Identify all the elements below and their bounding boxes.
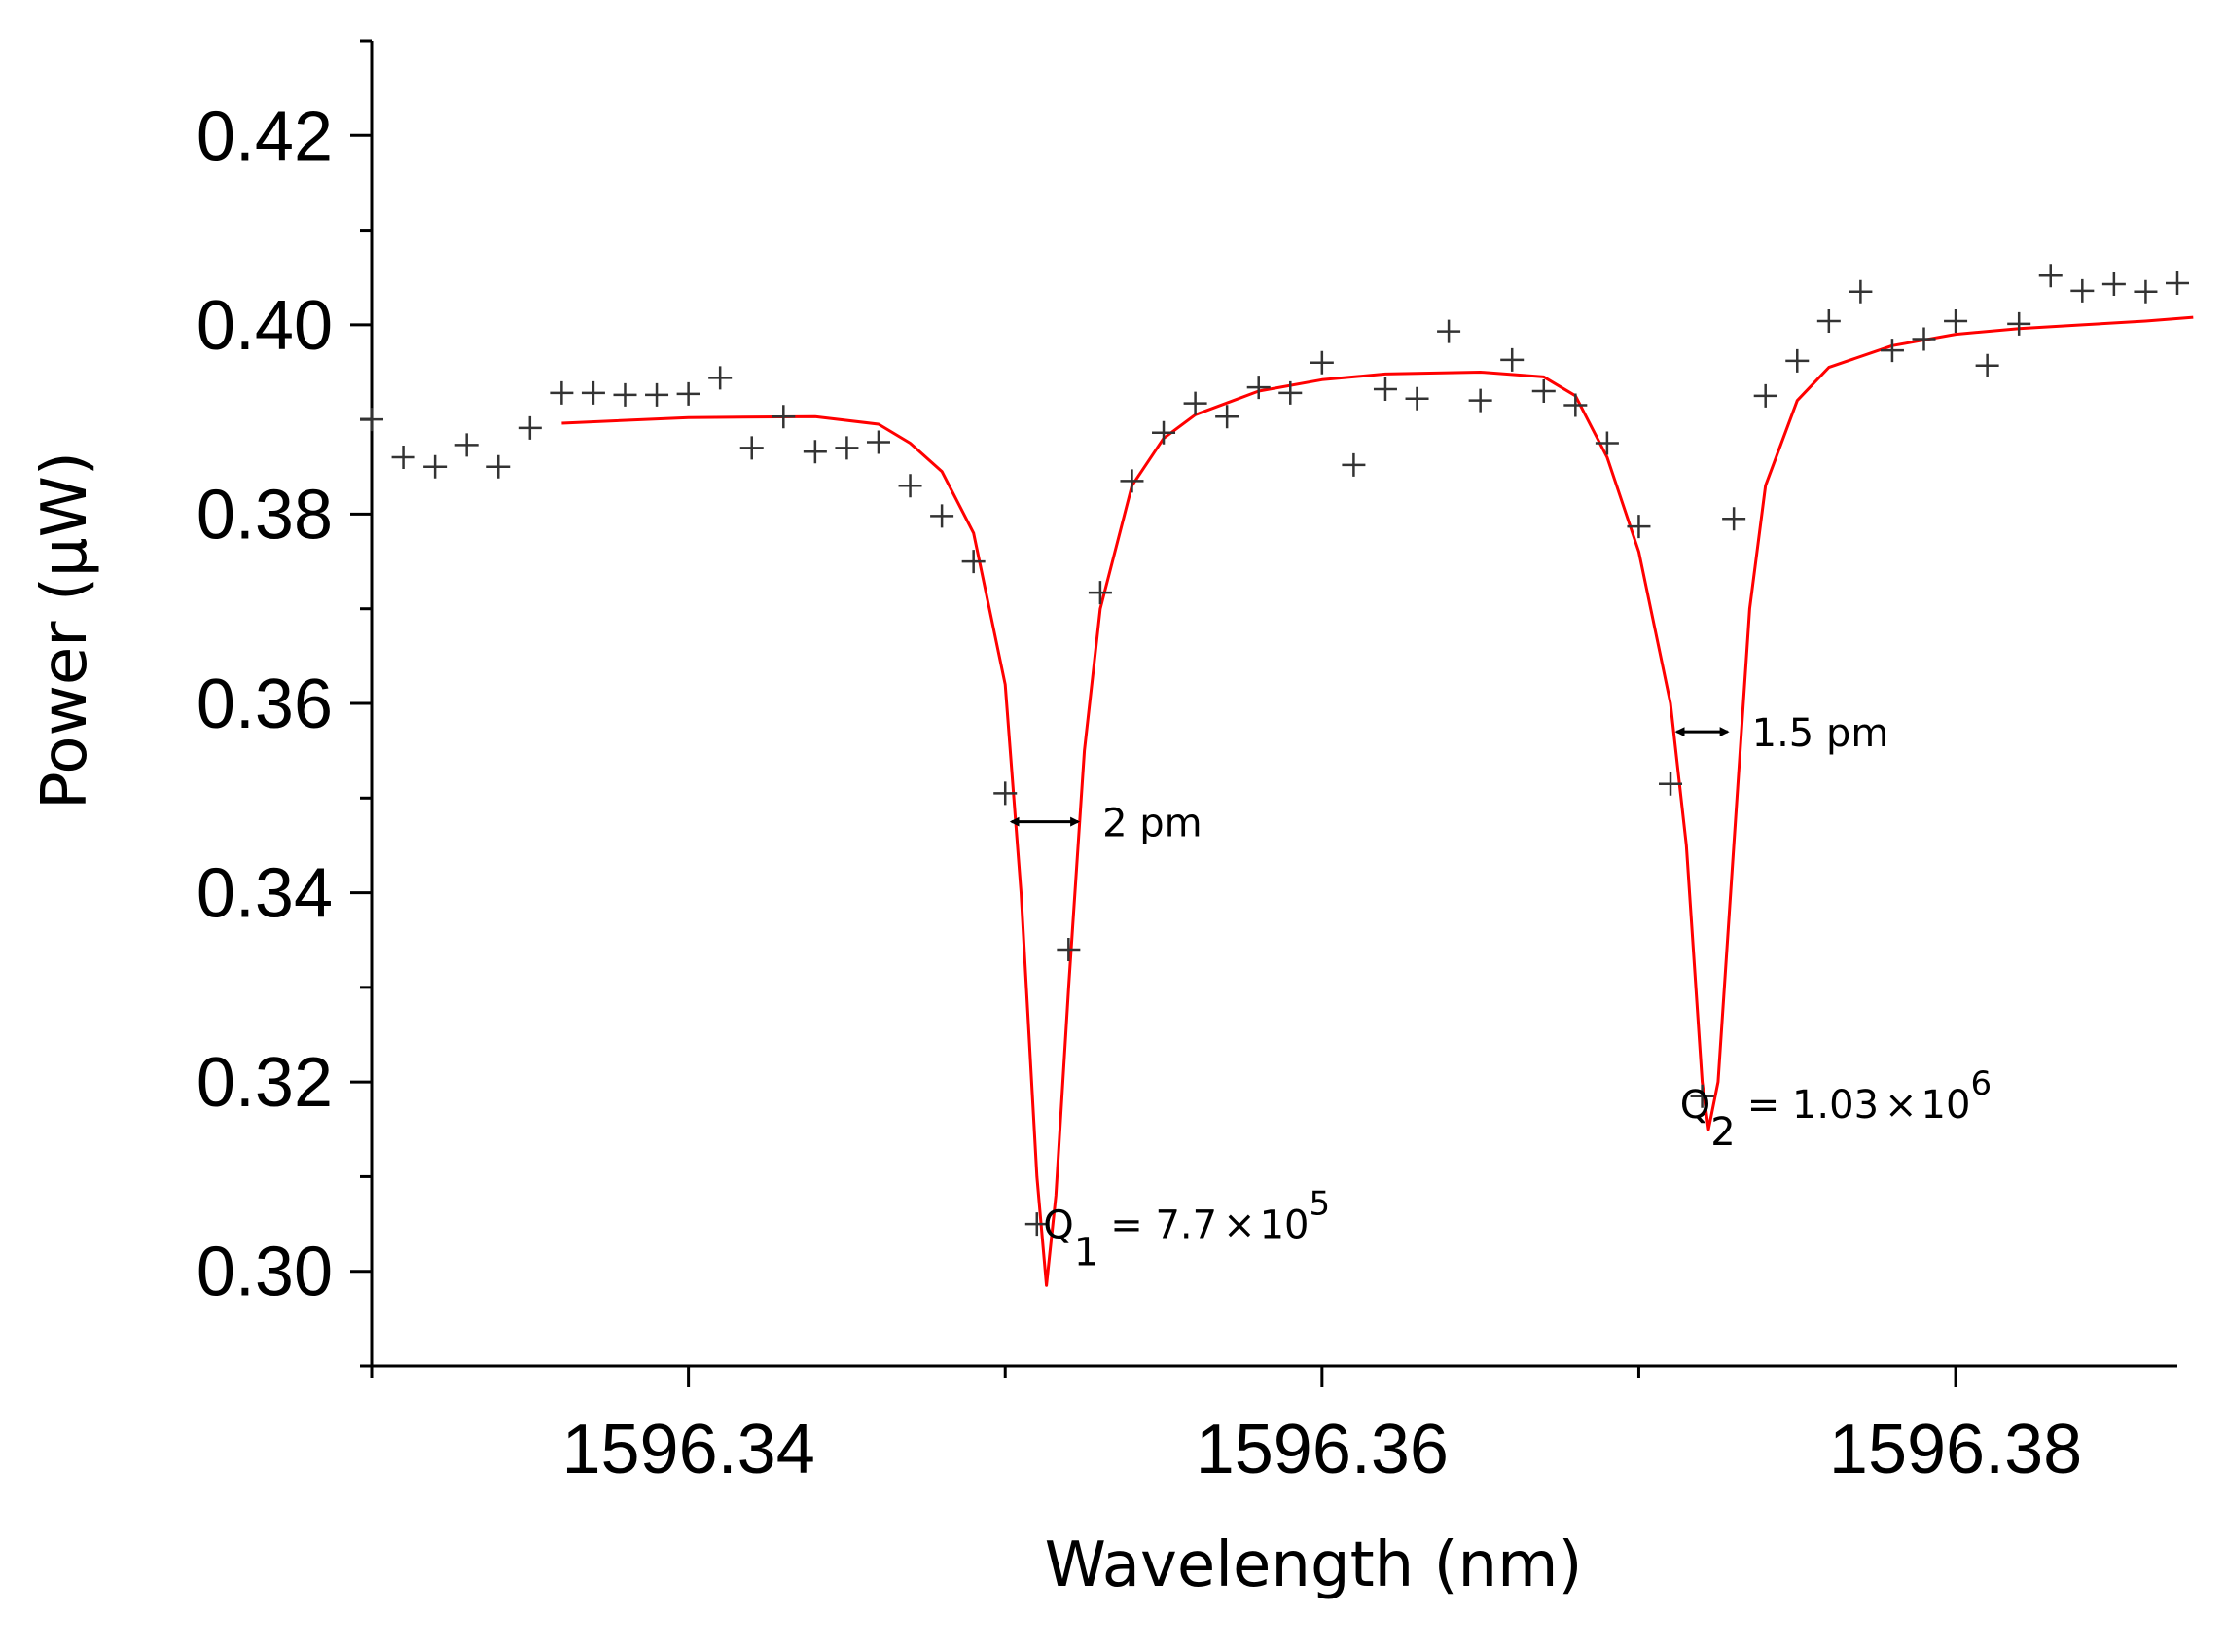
data-point	[739, 436, 764, 460]
y-tick-label: 0.38	[197, 476, 333, 554]
q-subscript: 1	[1074, 1231, 1098, 1275]
data-point	[1468, 388, 1492, 413]
data-point	[1120, 469, 1144, 493]
x-tick-label: 1596.38	[1829, 1411, 2082, 1489]
linewidth-label: 2 pm	[1102, 802, 1203, 846]
data-point	[645, 382, 669, 407]
data-point	[2166, 271, 2189, 296]
y-axis-title: Power (μW)	[29, 451, 101, 809]
data-point	[2038, 264, 2063, 288]
data-point	[1278, 380, 1303, 405]
data-point	[1215, 405, 1239, 429]
axes	[370, 41, 2177, 1368]
q-exponent: 6	[1970, 1064, 1992, 1103]
data-point	[486, 454, 511, 479]
data-point	[1690, 1084, 1714, 1108]
y-tick-label: 0.32	[197, 1044, 333, 1122]
data-point	[1595, 431, 1619, 455]
q-factor-label: Q2 = 1.03 × 106	[1680, 1064, 1992, 1155]
data-point	[1816, 308, 1841, 333]
data-point	[454, 433, 479, 457]
q-base: 10	[1921, 1083, 1971, 1128]
data-point	[1405, 386, 1429, 411]
data-point	[1849, 279, 1873, 304]
q-base: 10	[1260, 1203, 1310, 1248]
x-tick-label: 1596.36	[1196, 1411, 1449, 1489]
fit-curve	[561, 315, 2194, 1287]
data-point	[1437, 319, 1461, 343]
data-point	[423, 454, 448, 479]
data-point	[1975, 353, 1999, 377]
y-tick-label: 0.34	[197, 855, 333, 933]
data-point	[613, 382, 637, 407]
data-point	[1722, 507, 1746, 531]
data-point	[1753, 383, 1777, 408]
data-point	[550, 380, 574, 405]
data-point	[803, 440, 827, 464]
axis-ticks: 0.30 0.32 0.34 0.36 0.38 0.40 0.42 1596.34 1596.…	[197, 39, 2082, 1489]
q-factor-label: Q1 = 7.7 × 105	[1043, 1185, 1330, 1275]
data-point	[1912, 327, 1936, 351]
q-mantissa: = 7.7	[1110, 1203, 1217, 1248]
data-point	[1563, 393, 1588, 417]
data-point	[1880, 339, 1904, 363]
data-point	[1183, 391, 1207, 415]
data-point	[1152, 420, 1176, 445]
linewidth-label: 1.5 pm	[1752, 711, 1889, 756]
data-point	[1373, 377, 1397, 402]
data-point	[898, 474, 922, 498]
q-symbol: Q	[1043, 1203, 1073, 1248]
data-point	[2101, 272, 2126, 297]
data-point	[2007, 311, 2031, 336]
data-point	[1342, 452, 1366, 477]
data-point	[993, 781, 1018, 806]
q-times-symbol: ×	[1223, 1203, 1256, 1248]
data-point	[835, 436, 859, 460]
data-point	[1500, 347, 1525, 372]
data-point	[2134, 279, 2158, 304]
data-point	[676, 381, 700, 406]
data-point	[581, 380, 605, 405]
data-point	[772, 405, 796, 429]
x-tick-label: 1596.34	[561, 1411, 814, 1489]
data-point	[961, 550, 986, 574]
data-point	[360, 408, 383, 432]
data-point	[1057, 937, 1081, 961]
data-point	[930, 504, 954, 528]
q-symbol: Q	[1680, 1083, 1710, 1128]
data-point	[1659, 772, 1683, 796]
data-points	[360, 264, 2189, 1237]
fit-curve-layer	[561, 315, 2194, 1287]
y-tick-label: 0.40	[197, 287, 333, 365]
data-point	[1310, 350, 1334, 375]
q-times-symbol: ×	[1885, 1083, 1918, 1128]
data-point	[1531, 378, 1556, 403]
data-point	[2070, 278, 2095, 303]
y-tick-label: 0.30	[197, 1234, 333, 1311]
y-tick-label: 0.42	[197, 97, 333, 175]
data-point	[1944, 308, 1968, 333]
data-point	[1088, 581, 1112, 605]
q-exponent: 5	[1310, 1185, 1331, 1224]
q-mantissa: = 1.03	[1747, 1083, 1879, 1128]
data-point	[1785, 348, 1810, 373]
data-point	[866, 430, 890, 454]
x-axis-title: Wavelength (nm)	[1045, 1529, 1583, 1601]
data-point	[518, 415, 542, 440]
data-point	[1024, 1212, 1049, 1237]
y-tick-label: 0.36	[197, 665, 333, 743]
data-point	[708, 366, 733, 390]
data-point	[1627, 515, 1651, 539]
data-point	[391, 446, 415, 470]
data-point	[1246, 376, 1271, 400]
q-subscript: 2	[1710, 1110, 1735, 1155]
